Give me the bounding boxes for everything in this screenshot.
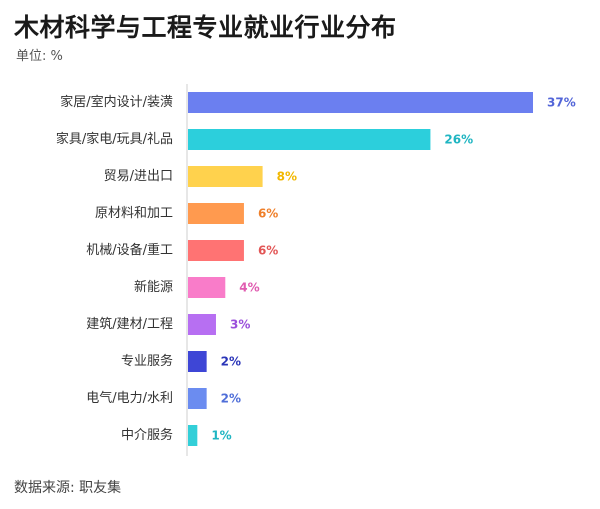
category-label: 电气/电力/水利 (86, 390, 173, 406)
category-label: 新能源 (134, 279, 173, 295)
bar (188, 425, 198, 446)
value-label: 2% (221, 392, 241, 406)
category-label: 中介服务 (121, 427, 173, 443)
category-label: 机械/设备/重工 (86, 242, 173, 258)
bar (188, 166, 263, 187)
bar (188, 314, 216, 335)
chart-title: 木材科学与工程专业就业行业分布 (14, 13, 397, 42)
category-label: 专业服务 (121, 353, 173, 369)
category-label: 建筑/建材/工程 (86, 316, 173, 332)
value-label: 2% (221, 355, 241, 369)
bar (188, 388, 207, 409)
category-label: 家居/室内设计/装潢 (60, 94, 173, 110)
value-label: 3% (230, 318, 250, 332)
category-label: 家具/家电/玩具/礼品 (56, 131, 173, 147)
value-label: 26% (444, 133, 473, 147)
bar (188, 92, 533, 113)
category-label: 贸易/进出口 (104, 169, 173, 184)
bar (188, 277, 226, 298)
chart-unit: 单位: % (16, 49, 63, 64)
bar (188, 203, 244, 224)
value-label: 1% (211, 429, 231, 443)
value-label: 6% (258, 244, 278, 258)
value-label: 4% (239, 281, 259, 295)
bar (188, 240, 244, 261)
value-label: 8% (277, 170, 297, 184)
bar (188, 129, 431, 150)
category-label: 原材料和加工 (95, 206, 173, 221)
value-label: 6% (258, 207, 278, 221)
bar (188, 351, 207, 372)
data-source: 数据来源: 职友集 (14, 480, 122, 496)
value-label: 37% (547, 96, 576, 110)
